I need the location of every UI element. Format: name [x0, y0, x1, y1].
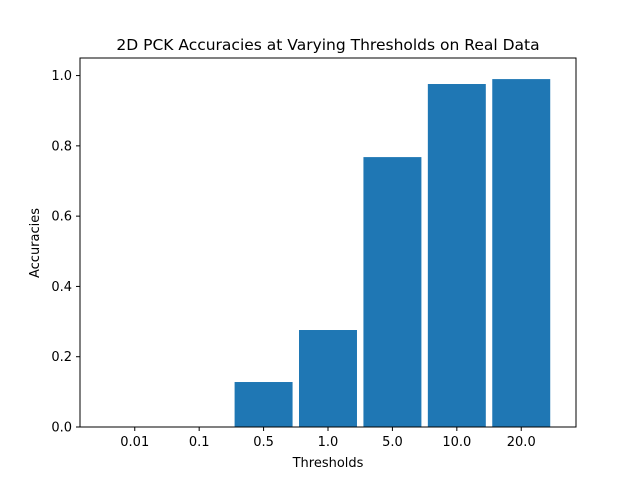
- y-tick-label: 0.0: [51, 421, 72, 436]
- bar-10.0: [427, 84, 486, 427]
- bar-1.0: [299, 330, 357, 427]
- y-tick-label: 1.0: [51, 69, 72, 84]
- bar-5.0: [363, 157, 422, 427]
- x-tick-label: 5.0: [382, 435, 403, 450]
- x-tick-label: 0.5: [253, 435, 274, 450]
- x-tick-label: 20.0: [507, 435, 536, 450]
- bar-20.0: [492, 79, 551, 427]
- x-axis-title: Thresholds: [292, 456, 364, 471]
- y-tick-label: 0.8: [51, 139, 72, 154]
- chart-title: 2D PCK Accuracies at Varying Thresholds …: [116, 36, 539, 54]
- y-axis-title: Accuracies: [28, 208, 43, 278]
- bar-0.5: [234, 382, 293, 427]
- y-tick-label: 0.6: [51, 210, 72, 225]
- x-tick-label: 1.0: [318, 435, 339, 450]
- x-axis-ticks: 0.01 0.1 0.5 1.0 5.0 10.0 20.0: [120, 427, 536, 450]
- x-tick-label: 0.01: [120, 435, 149, 450]
- y-axis-ticks: 0.0 0.2 0.4 0.6 0.8 1.0: [51, 69, 80, 436]
- x-tick-label: 0.1: [189, 435, 210, 450]
- y-tick-label: 0.4: [51, 280, 72, 295]
- bars-group: [234, 79, 551, 427]
- x-tick-label: 10.0: [442, 435, 471, 450]
- plot-frame: [79, 57, 577, 428]
- y-tick-label: 0.2: [51, 350, 72, 365]
